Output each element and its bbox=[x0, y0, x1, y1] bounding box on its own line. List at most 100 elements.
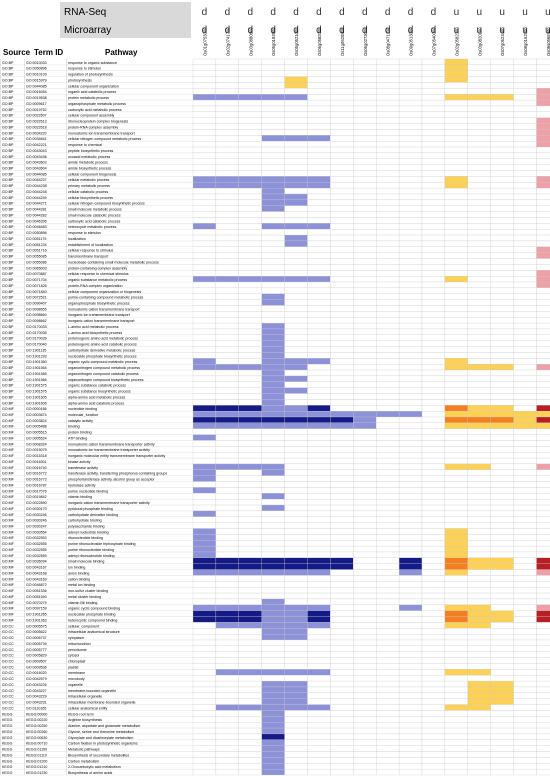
heatmap-cell bbox=[467, 311, 491, 318]
heatmap-cell bbox=[467, 193, 491, 201]
heatmap-cell bbox=[238, 217, 262, 224]
heatmap-cell bbox=[513, 739, 537, 746]
heatmap-cell bbox=[353, 598, 377, 605]
heatmap-cell bbox=[536, 628, 550, 635]
table-row: KEGG KEGG:00630 Glyoxylate and dicarboxyla… bbox=[0, 733, 550, 740]
row-term-id: GO:0005488 bbox=[26, 425, 47, 429]
row-pathway: Carbon metabolism bbox=[68, 759, 99, 763]
heatmap-cell bbox=[421, 722, 446, 729]
heatmap-cell bbox=[261, 757, 285, 764]
row-pathway: heterocyclic compound binding bbox=[68, 618, 117, 622]
heatmap-cell bbox=[192, 211, 217, 218]
heatmap-cell bbox=[307, 305, 331, 312]
heatmap-cell bbox=[307, 551, 331, 559]
heatmap-cell bbox=[490, 592, 514, 600]
heatmap-cell bbox=[421, 710, 446, 717]
table-row: GO:BP GO:1901360 organic cyclic compound m… bbox=[0, 358, 550, 365]
heatmap-cell bbox=[398, 111, 423, 118]
heatmap-cell bbox=[536, 716, 550, 723]
heatmap-cell bbox=[398, 393, 423, 400]
heatmap-cell bbox=[467, 146, 491, 154]
heatmap-cell bbox=[490, 416, 514, 424]
heatmap-cell bbox=[330, 205, 354, 212]
heatmap-cell bbox=[261, 99, 285, 107]
heatmap-cell bbox=[192, 628, 217, 635]
heatmap-cell bbox=[215, 604, 239, 611]
heatmap-cell bbox=[284, 428, 308, 435]
heatmap-cell bbox=[192, 317, 217, 324]
row-source: GO:BP bbox=[2, 249, 14, 253]
heatmap-grid: GO:BP GO:0010033 response to organic subst… bbox=[0, 58, 550, 776]
heatmap-cell bbox=[376, 229, 400, 236]
heatmap-cell bbox=[307, 223, 331, 230]
heatmap-cell bbox=[215, 82, 239, 89]
heatmap-cell bbox=[376, 258, 400, 265]
heatmap-cell bbox=[330, 88, 354, 95]
heatmap-cell bbox=[353, 176, 377, 183]
row-pathway: regulation of photosynthesis bbox=[68, 73, 113, 77]
heatmap-cell bbox=[490, 135, 514, 142]
heatmap-cell bbox=[261, 281, 285, 289]
heatmap-cell bbox=[536, 575, 550, 582]
heatmap-cell bbox=[376, 141, 400, 148]
heatmap-cell bbox=[238, 399, 262, 406]
termid-column-header: Term ID bbox=[34, 48, 63, 57]
heatmap-cell bbox=[467, 287, 491, 294]
heatmap-cell bbox=[261, 199, 285, 206]
heatmap-cell bbox=[330, 317, 354, 324]
heatmap-cell bbox=[376, 305, 400, 312]
microarray-label: Microarray bbox=[64, 25, 111, 36]
heatmap-cell bbox=[307, 463, 331, 470]
heatmap-cell bbox=[536, 82, 550, 89]
row-pathway: cellular anatomical entity bbox=[68, 706, 108, 710]
heatmap-cell bbox=[330, 129, 354, 136]
heatmap-cell bbox=[490, 158, 514, 165]
heatmap-cell bbox=[238, 557, 262, 564]
heatmap-cell bbox=[238, 164, 262, 171]
heatmap-cell bbox=[238, 452, 262, 459]
heatmap-cell bbox=[307, 587, 331, 594]
heatmap-cell bbox=[192, 592, 217, 600]
heatmap-cell bbox=[261, 58, 285, 66]
heatmap-cell bbox=[444, 727, 468, 735]
heatmap-cell bbox=[284, 381, 308, 388]
heatmap-cell bbox=[330, 645, 354, 652]
heatmap-cell bbox=[513, 622, 537, 629]
row-term-id: GO:0043227 bbox=[26, 689, 47, 693]
row-source: GO:CC bbox=[2, 683, 14, 687]
heatmap-cell bbox=[192, 663, 217, 670]
heatmap-cell bbox=[261, 704, 285, 711]
row-term-id: GO:0170035 bbox=[26, 331, 47, 335]
heatmap-cell bbox=[238, 293, 262, 300]
heatmap-cell bbox=[490, 381, 514, 388]
heatmap-cell bbox=[376, 751, 400, 758]
heatmap-cell bbox=[284, 211, 308, 218]
heatmap-cell bbox=[444, 598, 468, 605]
heatmap-cell bbox=[261, 193, 285, 201]
heatmap-cell bbox=[215, 692, 239, 699]
row-term-id: GO:0034220 bbox=[26, 131, 47, 135]
heatmap-cell bbox=[398, 129, 423, 136]
heatmap-cell bbox=[261, 252, 285, 259]
heatmap-cell bbox=[284, 557, 308, 564]
heatmap-cell bbox=[238, 364, 262, 371]
heatmap-cell bbox=[215, 551, 239, 559]
row-source: GO:BP bbox=[2, 354, 14, 358]
heatmap-cell bbox=[421, 258, 446, 265]
heatmap-cell bbox=[444, 651, 468, 658]
heatmap-cell bbox=[353, 141, 377, 148]
heatmap-cell bbox=[192, 487, 217, 494]
heatmap-cell bbox=[513, 129, 537, 136]
heatmap-cell bbox=[536, 598, 550, 605]
heatmap-cell bbox=[261, 317, 285, 324]
heatmap-cell bbox=[421, 645, 446, 652]
heatmap-cell bbox=[284, 164, 308, 171]
heatmap-cell bbox=[513, 763, 537, 770]
table-row: GO:BP GO:1901566 organonitrogen compound b… bbox=[0, 375, 550, 382]
heatmap-cell bbox=[513, 440, 537, 447]
heatmap-cell bbox=[467, 516, 491, 523]
table-row: GO:BP GO:0010109 regulation of photosynthe… bbox=[0, 70, 550, 77]
heatmap-cell bbox=[284, 252, 308, 259]
heatmap-cell bbox=[261, 733, 285, 740]
heatmap-cell bbox=[192, 581, 217, 588]
